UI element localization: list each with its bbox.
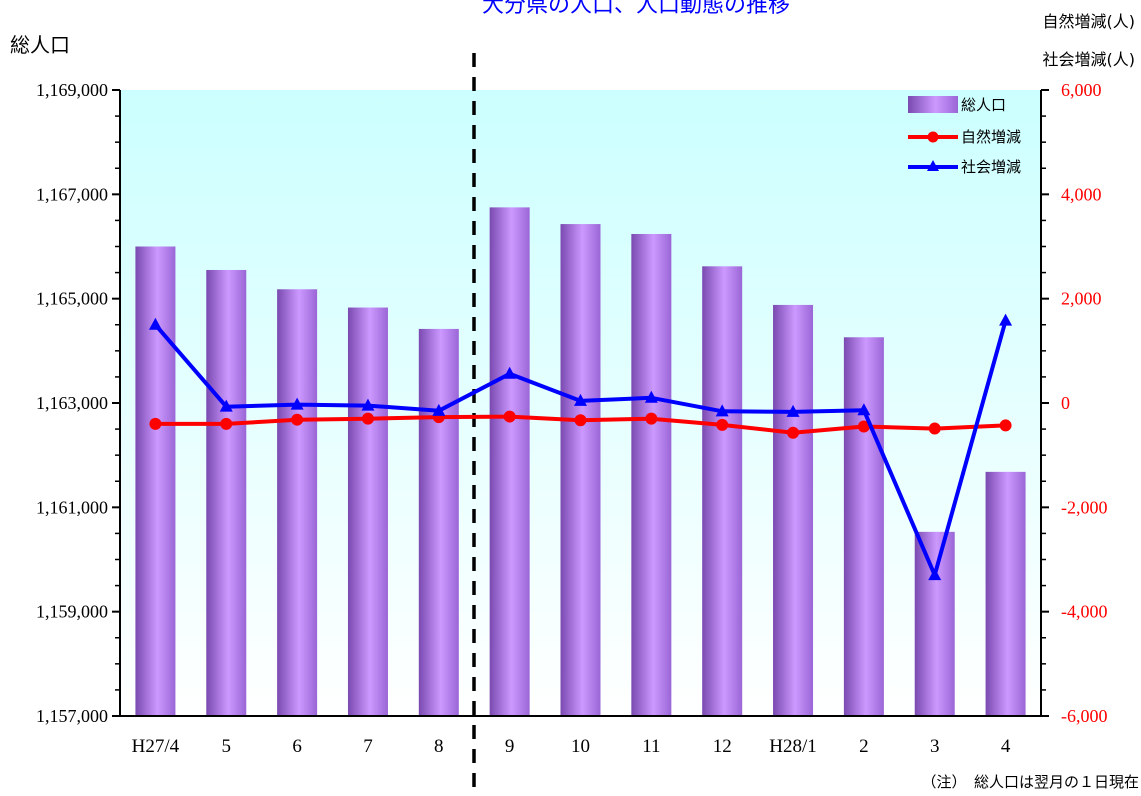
legend-label-population: 総人口 bbox=[961, 96, 1006, 114]
point-series-1-6 bbox=[574, 414, 587, 427]
x-tick-label-10: 2 bbox=[859, 736, 869, 757]
point-series-2-8 bbox=[715, 404, 729, 417]
point-series-1-3 bbox=[361, 412, 374, 425]
left-tick-label-0: 1,157,000 bbox=[36, 706, 108, 726]
point-series-2-0 bbox=[148, 317, 162, 330]
left-tick-label-3: 1,163,000 bbox=[36, 393, 108, 413]
x-tick-label-12: 4 bbox=[1001, 736, 1011, 757]
legend-swatch-population bbox=[908, 96, 958, 113]
left-tick-label-6: 1,169,000 bbox=[36, 80, 108, 100]
bar-6 bbox=[560, 224, 601, 716]
footnote: （注） 総人口は翌月の１日現在 bbox=[921, 773, 1139, 791]
point-series-1-1 bbox=[220, 417, 233, 430]
right-tick-label-1: -4,000 bbox=[1061, 602, 1108, 622]
lines-group bbox=[148, 313, 1013, 581]
axes-group: 1,157,000 1,159,000 1,161,000 1,163,000 1,16… bbox=[36, 80, 1108, 757]
x-tick-label-9: H28/1 bbox=[769, 736, 817, 757]
bar-12 bbox=[985, 471, 1026, 716]
bar-1 bbox=[206, 269, 247, 716]
point-series-2-1 bbox=[219, 399, 233, 412]
left-tick-label-4: 1,165,000 bbox=[36, 289, 108, 309]
point-series-1-2 bbox=[291, 413, 304, 426]
point-series-1-10 bbox=[857, 420, 870, 433]
point-series-1-11 bbox=[928, 422, 941, 435]
left-tick-label-5: 1,167,000 bbox=[36, 184, 108, 204]
point-series-1-5 bbox=[503, 410, 516, 423]
chart-title: 大分県の人口、人口動態の推移 bbox=[482, 0, 790, 18]
left-tick-label-2: 1,161,000 bbox=[36, 497, 108, 517]
x-tick-label-4: 8 bbox=[434, 736, 444, 757]
point-series-1-12 bbox=[999, 419, 1012, 432]
point-series-2-10 bbox=[857, 403, 871, 416]
right-axis-label-natural: 自然増減(人) bbox=[1043, 12, 1136, 31]
bar-7 bbox=[631, 233, 672, 717]
point-series-1-8 bbox=[716, 418, 729, 431]
point-series-2-12 bbox=[999, 313, 1013, 326]
bar-4 bbox=[418, 328, 459, 716]
point-series-2-5 bbox=[503, 366, 517, 379]
right-tick-label-2: -2,000 bbox=[1061, 497, 1108, 517]
point-series-1-7 bbox=[645, 412, 658, 425]
x-tick-label-3: 7 bbox=[363, 736, 373, 757]
point-series-2-6 bbox=[574, 393, 587, 406]
point-series-1-0 bbox=[149, 417, 162, 430]
bar-10 bbox=[843, 337, 884, 716]
legend-label-natural: 自然増減 bbox=[961, 128, 1021, 146]
x-tick-label-6: 10 bbox=[571, 736, 590, 757]
x-tick-label-1: 5 bbox=[222, 736, 232, 757]
bar-0 bbox=[135, 246, 176, 716]
right-tick-label-6: 6,000 bbox=[1061, 80, 1102, 100]
x-tick-label-7: 11 bbox=[642, 736, 660, 757]
point-series-2-7 bbox=[644, 390, 658, 403]
legend-marker-social bbox=[927, 160, 939, 171]
left-tick-label-1: 1,159,000 bbox=[36, 602, 108, 622]
left-axis-label: 総人口 bbox=[10, 33, 70, 57]
right-axis-label-social: 社会増減(人) bbox=[1043, 50, 1136, 69]
bar-3 bbox=[347, 307, 388, 716]
x-tick-label-5: 9 bbox=[505, 736, 515, 757]
bar-5 bbox=[489, 207, 530, 716]
right-tick-label-0: -6,000 bbox=[1061, 706, 1108, 726]
point-series-2-2 bbox=[290, 397, 304, 410]
right-tick-label-3: 0 bbox=[1061, 393, 1070, 413]
x-tick-label-8: 12 bbox=[713, 736, 732, 757]
x-tick-label-11: 3 bbox=[930, 736, 940, 757]
x-tick-label-2: 6 bbox=[292, 736, 302, 757]
right-tick-label-4: 2,000 bbox=[1061, 289, 1102, 309]
point-series-2-3 bbox=[361, 398, 375, 411]
bar-9 bbox=[773, 304, 814, 716]
x-tick-label-0: H27/4 bbox=[132, 736, 180, 757]
legend-marker-natural bbox=[927, 131, 939, 143]
bar-2 bbox=[277, 289, 318, 716]
legend: 総人口 自然増減 社会増減 bbox=[908, 96, 1021, 176]
point-series-2-4 bbox=[432, 403, 446, 416]
bar-11 bbox=[914, 531, 955, 716]
point-series-1-9 bbox=[787, 426, 800, 439]
bar-8 bbox=[702, 266, 743, 716]
right-tick-label-5: 4,000 bbox=[1061, 184, 1102, 204]
point-series-2-9 bbox=[786, 404, 800, 417]
point-series-2-11 bbox=[928, 568, 942, 581]
bars-group bbox=[135, 207, 1026, 717]
legend-label-social: 社会増減 bbox=[961, 158, 1021, 176]
